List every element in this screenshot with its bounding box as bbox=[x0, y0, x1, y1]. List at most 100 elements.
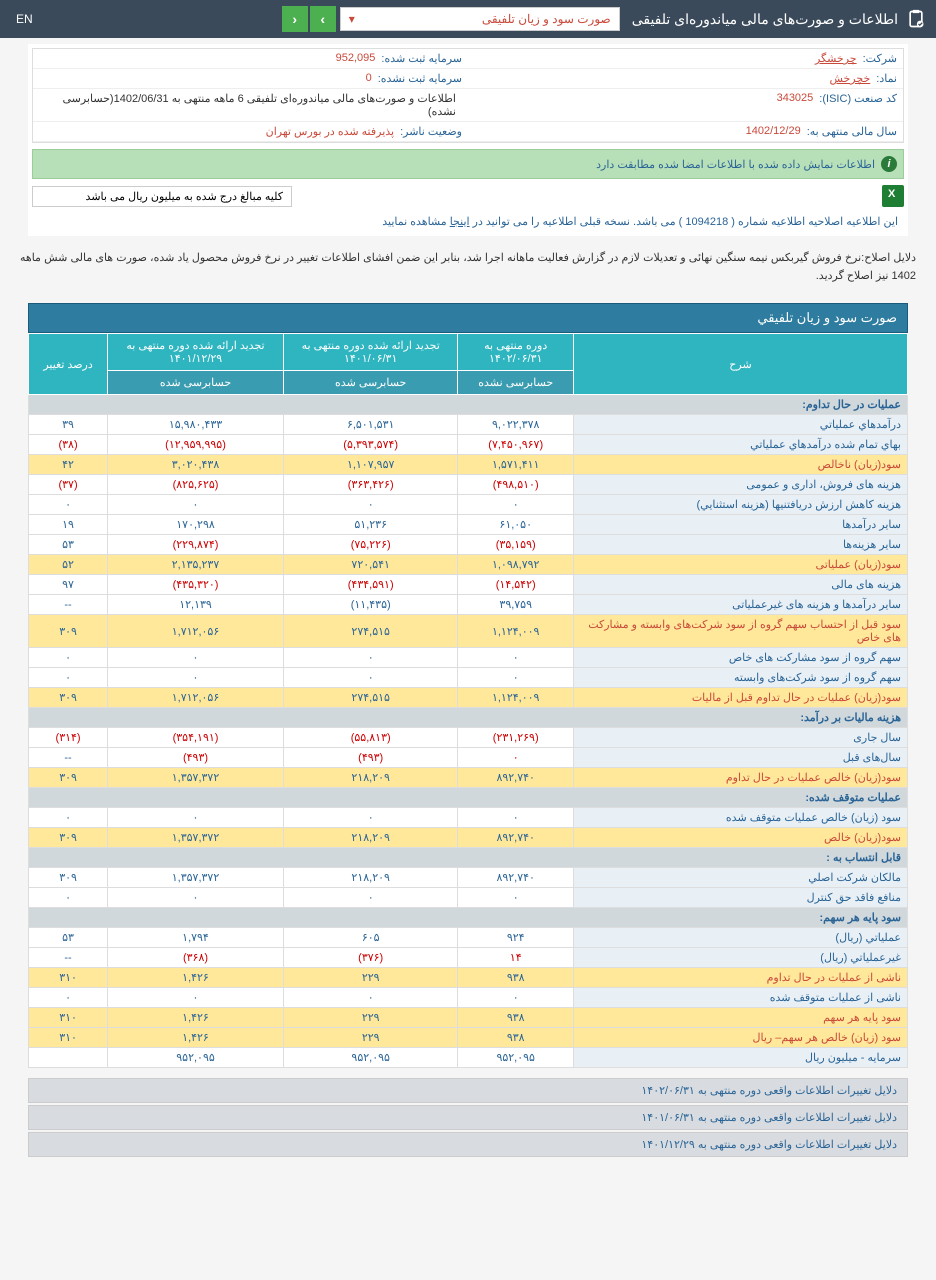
cell-pct: ۴۲ bbox=[29, 455, 108, 475]
row-desc: سود(زيان) خالص عمليات در حال تداوم bbox=[573, 768, 907, 788]
table-row: سرمايه - ميليون ريال۹۵۲,۰۹۵۹۵۲,۰۹۵۹۵۲,۰۹… bbox=[29, 1048, 908, 1068]
nav-prev-button[interactable]: ‹ bbox=[282, 6, 308, 32]
cell-c1: ۸۹۲,۷۴۰ bbox=[458, 768, 574, 788]
cell-c2: ۶۰۵ bbox=[283, 928, 458, 948]
footer-row[interactable]: دلایل تغییرات اطلاعات واقعی دوره منتهی ب… bbox=[28, 1078, 908, 1103]
cell-pct: ۰ bbox=[29, 808, 108, 828]
cell-c3: ۱,۷۹۴ bbox=[108, 928, 284, 948]
year-value: 1402/12/29 bbox=[746, 125, 801, 138]
cell-c3: ۱,۷۱۲,۰۵۶ bbox=[108, 615, 284, 648]
row-desc: سود(زيان) ناخالص bbox=[573, 455, 907, 475]
col-desc: شرح bbox=[573, 334, 907, 395]
cell-c1: ۹,۰۲۲,۳۷۸ bbox=[458, 415, 574, 435]
language-toggle[interactable]: EN bbox=[10, 10, 39, 28]
row-desc: غيرعملياتي (ريال) bbox=[573, 948, 907, 968]
banner-text: اطلاعات نمایش داده شده با اطلاعات امضا ش… bbox=[596, 158, 875, 171]
row-desc: سهم گروه از سود شرکت‌هاى وابسته bbox=[573, 668, 907, 688]
row-desc: سود(زيان) عملياتى bbox=[573, 555, 907, 575]
cell-c3: ۱۵,۹۸۰,۴۳۳ bbox=[108, 415, 284, 435]
cell-c2: ۲۷۴,۵۱۵ bbox=[283, 615, 458, 648]
table-row: سهم گروه از سود مشارکت هاى خاص۰۰۰۰ bbox=[29, 648, 908, 668]
prev-version-link[interactable]: اینجا bbox=[450, 216, 470, 228]
cell-c3: ۱۲,۱۳۹ bbox=[108, 595, 284, 615]
footer-section: دلایل تغییرات اطلاعات واقعی دوره منتهی ب… bbox=[28, 1078, 908, 1157]
cell-pct: -- bbox=[29, 948, 108, 968]
cell-c1: ۳۹,۷۵۹ bbox=[458, 595, 574, 615]
cell-c1: ۰ bbox=[458, 648, 574, 668]
section-header: عمليات در حال تداوم: bbox=[29, 395, 908, 415]
row-desc: سود قبل از احتساب سهم گروه از سود شرکت‌ه… bbox=[573, 615, 907, 648]
cell-c3: ۹۵۲,۰۹۵ bbox=[108, 1048, 284, 1068]
row-desc: درآمدهاي عملياتي bbox=[573, 415, 907, 435]
cell-pct: ۵۳ bbox=[29, 535, 108, 555]
cell-c3: (۳۵۴,۱۹۱) bbox=[108, 728, 284, 748]
footer-row[interactable]: دلایل تغییرات اطلاعات واقعی دوره منتهی ب… bbox=[28, 1132, 908, 1157]
table-row: سود(زيان) عمليات در حال تداوم قبل از مال… bbox=[29, 688, 908, 708]
company-value[interactable]: چرخشگر bbox=[815, 52, 857, 65]
cell-c2: (۵۵,۸۱۳) bbox=[283, 728, 458, 748]
cell-pct: ۳۰۹ bbox=[29, 828, 108, 848]
isic-value: 343025 bbox=[777, 92, 814, 118]
cell-pct: (۳۸) bbox=[29, 435, 108, 455]
report-dropdown[interactable]: صورت سود و زیان تلفیقی ▾ bbox=[340, 7, 620, 31]
dropdown-value: صورت سود و زیان تلفیقی bbox=[482, 12, 611, 26]
cell-c2: ۶,۵۰۱,۵۳۱ bbox=[283, 415, 458, 435]
footer-row[interactable]: دلایل تغییرات اطلاعات واقعی دوره منتهی ب… bbox=[28, 1105, 908, 1130]
amendment-reason: دلایل اصلاح:نرخ فروش گیربکس نیمه سنگین ن… bbox=[0, 242, 936, 293]
cell-c1: ۱,۵۷۱,۴۱۱ bbox=[458, 455, 574, 475]
cell-c2: ۰ bbox=[283, 495, 458, 515]
cell-c2: (۴۹۳) bbox=[283, 748, 458, 768]
excel-icon[interactable] bbox=[882, 185, 904, 207]
cell-c2: ۱,۱۰۷,۹۵۷ bbox=[283, 455, 458, 475]
cell-pct: ۳۰۹ bbox=[29, 615, 108, 648]
table-row: درآمدهاي عملياتي۹,۰۲۲,۳۷۸۶,۵۰۱,۵۳۱۱۵,۹۸۰… bbox=[29, 415, 908, 435]
cell-c2: (۱۱,۴۳۵) bbox=[283, 595, 458, 615]
section-header: هزينه ماليات بر درآمد: bbox=[29, 708, 908, 728]
row-desc: عملياتي (ريال) bbox=[573, 928, 907, 948]
chevron-down-icon: ▾ bbox=[349, 12, 355, 26]
table-row: سود (زيان) خالص عمليات متوقف شده۰۰۰۰ bbox=[29, 808, 908, 828]
cell-c3: ۳,۰۲۰,۴۳۸ bbox=[108, 455, 284, 475]
cell-c2: ۲۱۸,۲۰۹ bbox=[283, 868, 458, 888]
cell-c1: ۰ bbox=[458, 888, 574, 908]
section-header: سود پايه هر سهم: bbox=[29, 908, 908, 928]
cell-c2: ۰ bbox=[283, 668, 458, 688]
cap-unreg-value: 0 bbox=[366, 72, 372, 85]
cell-c3: ۰ bbox=[108, 668, 284, 688]
cell-c2: (۳۶۳,۴۲۶) bbox=[283, 475, 458, 495]
section-header: قابل انتساب به : bbox=[29, 848, 908, 868]
cell-c1: ۰ bbox=[458, 668, 574, 688]
cell-c2: ۰ bbox=[283, 808, 458, 828]
cell-c1: (۲۳۱,۲۶۹) bbox=[458, 728, 574, 748]
table-row: مالکان شرکت اصلي۸۹۲,۷۴۰۲۱۸,۲۰۹۱,۳۵۷,۳۷۲۳… bbox=[29, 868, 908, 888]
cell-c3: ۱,۳۵۷,۳۷۲ bbox=[108, 828, 284, 848]
cell-c2: ۲۲۹ bbox=[283, 1008, 458, 1028]
table-row: سود(زيان) عملياتى۱,۰۹۸,۷۹۲۷۲۰,۵۴۱۲,۱۳۵,۲… bbox=[29, 555, 908, 575]
cell-c1: ۹۵۲,۰۹۵ bbox=[458, 1048, 574, 1068]
table-row: سال‌هاى قبل۰(۴۹۳)(۴۹۳)-- bbox=[29, 748, 908, 768]
symbol-value[interactable]: خچرخش bbox=[829, 72, 870, 85]
table-row: ساير درآمدها۶۱,۰۵۰۵۱,۲۳۶۱۷۰,۲۹۸۱۹ bbox=[29, 515, 908, 535]
col-sub1: حسابرسی نشده bbox=[458, 371, 574, 395]
cell-c3: (۴۹۳) bbox=[108, 748, 284, 768]
cell-pct: ۰ bbox=[29, 648, 108, 668]
cell-c2: ۷۲۰,۵۴۱ bbox=[283, 555, 458, 575]
cell-pct: -- bbox=[29, 748, 108, 768]
cell-c2: ۰ bbox=[283, 888, 458, 908]
cell-pct: (۳۱۴) bbox=[29, 728, 108, 748]
cell-c1: ۱,۰۹۸,۷۹۲ bbox=[458, 555, 574, 575]
cap-unreg-label: سرمایه ثبت نشده: bbox=[378, 72, 462, 85]
cell-c3: ۰ bbox=[108, 648, 284, 668]
cell-pct: ۳۱۰ bbox=[29, 1008, 108, 1028]
table-row: سود(زيان) ناخالص۱,۵۷۱,۴۱۱۱,۱۰۷,۹۵۷۳,۰۲۰,… bbox=[29, 455, 908, 475]
col-pct: درصد تغییر bbox=[29, 334, 108, 395]
table-row: هزينه کاهش ارزش دريافتنيها (هزينه استثنا… bbox=[29, 495, 908, 515]
isic-label: کد صنعت (ISIC): bbox=[819, 92, 897, 118]
cell-c3: (۱۲,۹۵۹,۹۹۵) bbox=[108, 435, 284, 455]
verification-banner: i اطلاعات نمایش داده شده با اطلاعات امضا… bbox=[32, 149, 904, 179]
cell-c2: ۲۷۴,۵۱۵ bbox=[283, 688, 458, 708]
cell-pct: -- bbox=[29, 595, 108, 615]
cell-pct: ۳۰۹ bbox=[29, 688, 108, 708]
cell-c2: (۴۳۴,۵۹۱) bbox=[283, 575, 458, 595]
nav-next-button[interactable]: › bbox=[310, 6, 336, 32]
